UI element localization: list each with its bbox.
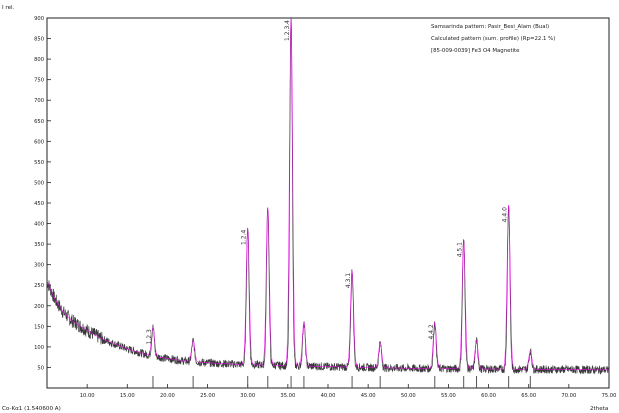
legend: Samsarinda pattern: Pasir_Besi_Alam (Bua…: [431, 24, 555, 54]
x-tick-label: 75.00: [602, 393, 617, 399]
x-tick-label: 30.00: [240, 393, 255, 399]
y-tick-label: 400: [34, 222, 44, 228]
calculated-pattern-line: [46, 17, 609, 371]
plot-frame: [46, 17, 610, 389]
x-tick-label: 35.00: [280, 393, 295, 399]
y-tick-label: 350: [34, 242, 44, 248]
y-tick-label: 700: [34, 98, 44, 104]
y-tick-label: 900: [34, 16, 44, 22]
y-tick-label: 50: [37, 365, 44, 371]
peak-labels: 1.2.3 1.2.4 1.2.3.4 4.3.1 4.4.2 4.5.1 4.4.0: [146, 20, 509, 345]
x-tick-label: 20.00: [160, 393, 175, 399]
y-tick-label: 550: [34, 160, 44, 166]
x-tick-label: 50.00: [401, 393, 416, 399]
y-tick-label: 450: [34, 201, 44, 207]
y-tick-label: 500: [34, 180, 44, 186]
series-group: [46, 17, 610, 388]
y-tick-label: 200: [34, 304, 44, 310]
y-tick-label: 100: [34, 345, 44, 351]
x-tick-label: 45.00: [361, 393, 376, 399]
x-tick-label: 40.00: [321, 393, 336, 399]
observed-pattern-line: [46, 17, 610, 375]
y-tick-label: 600: [34, 139, 44, 145]
x-tick-label: 55.00: [441, 393, 456, 399]
y-tick-label: 800: [34, 57, 44, 63]
y-tick-label: 750: [34, 78, 44, 84]
y-tick-label: 850: [34, 37, 44, 43]
y-axis-label: I rel.: [2, 5, 15, 11]
peak-label: 4.4.2: [428, 324, 435, 339]
legend-line-observed: Samsarinda pattern: Pasir_Besi_Alam (Bua…: [431, 24, 549, 30]
peak-label: 4.3.1: [345, 273, 352, 288]
y-tick-label: 300: [34, 263, 44, 269]
x-tick-label: 25.00: [200, 393, 215, 399]
peak-label: 1.2.4: [241, 229, 248, 244]
peak-label: 1.2.3: [146, 329, 153, 344]
y-tick-label: 150: [34, 324, 44, 330]
legend-line-calculated: Calculated pattern (sum. profile) (Rp=22…: [431, 36, 555, 42]
peak-label: 1.2.3.4: [284, 20, 291, 41]
x-tick-label: 60.00: [481, 393, 496, 399]
x-tick-label: 70.00: [561, 393, 576, 399]
x-tick-label: 15.00: [120, 393, 135, 399]
y-tick-label: 250: [34, 283, 44, 289]
radiation-label: Co-Kα1 (1.540600 A): [2, 406, 61, 412]
axis-ticks: 50 100 150 200 250 300 350 400 450 500 550 600 650 70…: [34, 16, 616, 399]
x-tick-label: 10.00: [80, 393, 95, 399]
y-tick-label: 650: [34, 119, 44, 125]
x-tick-label: 65.00: [521, 393, 536, 399]
x-axis-label: 2theta: [590, 406, 608, 412]
legend-line-reference: [85-009-0039] Fe3 O4 Magnetite: [431, 48, 520, 54]
peak-label: 4.4.0: [502, 207, 509, 222]
peak-label: 4.5.1: [457, 242, 464, 257]
